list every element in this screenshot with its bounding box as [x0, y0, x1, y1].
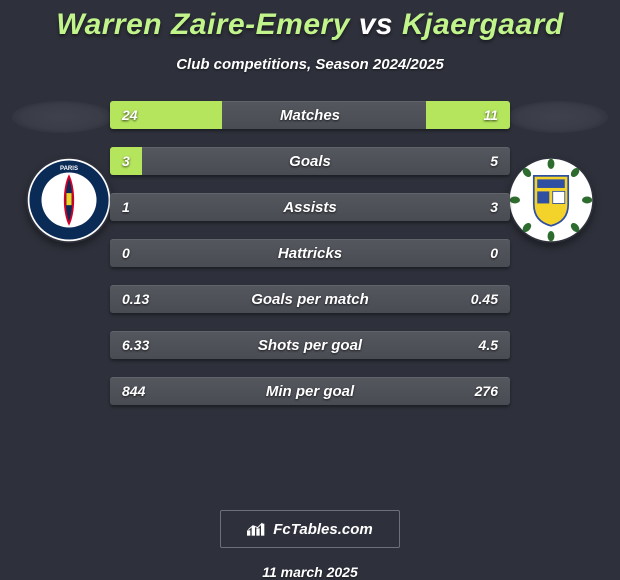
stat-label: Hattricks — [110, 239, 510, 267]
vs-text: vs — [359, 8, 393, 41]
fctables-icon — [247, 521, 267, 537]
stat-label: Min per goal — [110, 377, 510, 405]
brondby-crest-icon — [508, 157, 594, 243]
stats-stage: PARIS 2 — [0, 101, 620, 502]
subtitle: Club competitions, Season 2024/2025 — [176, 56, 444, 73]
spotlight-right — [508, 101, 608, 133]
stat-label: Matches — [110, 101, 510, 129]
stat-label: Shots per goal — [110, 331, 510, 359]
stat-row: 35Goals — [110, 147, 510, 175]
stat-bars: 2411Matches 35Goals 13Assists 00Hattricks 0.… — [110, 101, 510, 423]
stat-row: 00Hattricks — [110, 239, 510, 267]
page-title: Warren Zaire-Emery vs Kjaergaard — [56, 8, 563, 42]
stat-row: 2411Matches — [110, 101, 510, 129]
stat-label: Goals — [110, 147, 510, 175]
spotlight-left — [12, 101, 112, 133]
footer-date: 11 march 2025 — [262, 564, 357, 580]
player2-name: Kjaergaard — [402, 8, 564, 41]
player1-name: Warren Zaire-Emery — [56, 8, 350, 41]
svg-text:PARIS: PARIS — [60, 166, 78, 172]
stat-row: 0.130.45Goals per match — [110, 285, 510, 313]
club-badge-right — [508, 157, 594, 243]
psg-crest-icon: PARIS — [26, 157, 112, 243]
stat-label: Assists — [110, 193, 510, 221]
footer-logo[interactable]: FcTables.com — [220, 510, 400, 548]
footer-site: FcTables.com — [273, 521, 372, 538]
club-badge-left: PARIS — [26, 157, 112, 243]
stat-row: 13Assists — [110, 193, 510, 221]
comparison-card: Warren Zaire-Emery vs Kjaergaard Club co… — [0, 0, 620, 580]
stat-row: 6.334.5Shots per goal — [110, 331, 510, 359]
stat-label: Goals per match — [110, 285, 510, 313]
stat-row: 844276Min per goal — [110, 377, 510, 405]
